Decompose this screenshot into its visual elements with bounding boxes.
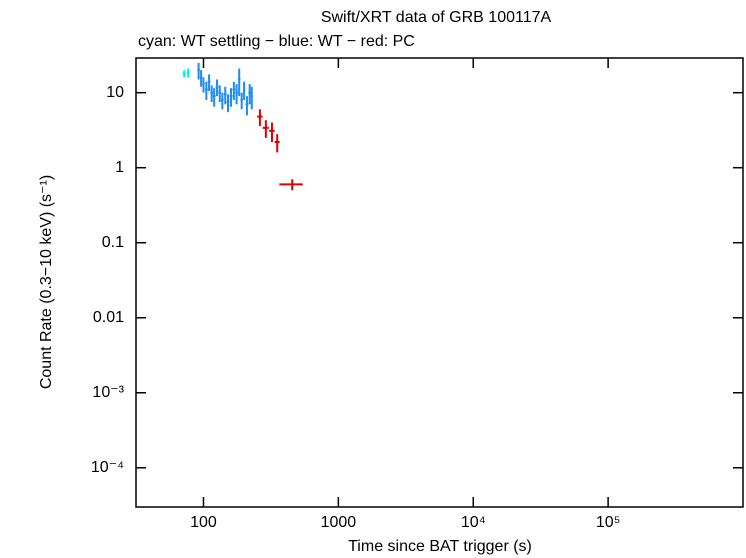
x-axis-label: Time since BAT trigger (s): [348, 538, 532, 555]
y-axis-label: Count Rate (0.3−10 keV) (s⁻¹): [38, 175, 55, 389]
chart-subtitle: cyan: WT settling − blue: WT − red: PC: [138, 33, 415, 50]
plot-frame: [135, 57, 744, 508]
x-tick-label: 1000: [321, 514, 357, 531]
y-tick-label: 0.01: [93, 309, 124, 326]
x-tick-label: 100: [190, 514, 217, 531]
x-tick-label: 10⁴: [461, 514, 486, 531]
x-tick-label: 10⁵: [596, 514, 620, 531]
y-tick-label: 10: [106, 84, 124, 101]
y-tick-label: 10⁻⁴: [91, 459, 124, 476]
y-tick-label: 1: [115, 159, 124, 176]
y-tick-label: 10⁻³: [92, 384, 124, 401]
chart-title: Swift/XRT data of GRB 100117A: [321, 9, 552, 26]
y-tick-label: 0.1: [102, 234, 124, 251]
